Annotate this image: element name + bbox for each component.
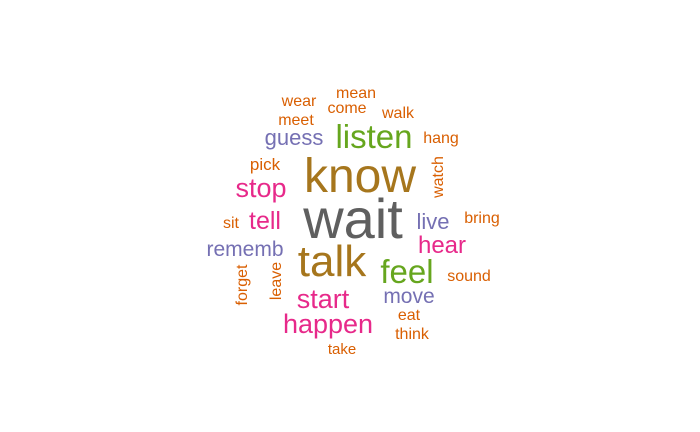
word-eat: eat	[398, 307, 421, 324]
word-think: think	[395, 326, 430, 343]
word-rememb: rememb	[206, 238, 283, 261]
word-wait: wait	[302, 187, 403, 250]
word-take: take	[328, 341, 356, 358]
word-feel: feel	[380, 253, 433, 290]
word-meet: meet	[278, 112, 314, 129]
word-tell: tell	[249, 207, 281, 235]
word-come: come	[327, 100, 366, 117]
word-wear: wear	[281, 93, 317, 110]
word-forget: forget	[234, 264, 251, 305]
word-sound: sound	[447, 268, 491, 285]
word-hang: hang	[423, 130, 459, 147]
word-hear: hear	[418, 232, 466, 259]
word-talk: talk	[298, 237, 367, 286]
word-move: move	[383, 285, 434, 308]
word-watch: watch	[430, 156, 447, 199]
word-happen: happen	[283, 309, 373, 339]
word-guess: guess	[265, 125, 324, 150]
word-listen: listen	[335, 118, 412, 155]
word-know: know	[304, 150, 416, 203]
word-bring: bring	[464, 210, 500, 227]
word-live: live	[416, 209, 449, 234]
word-pick: pick	[250, 155, 281, 174]
word-mean: mean	[336, 85, 376, 102]
word-sit: sit	[223, 215, 240, 232]
word-stop: stop	[235, 173, 286, 203]
word-leave: leave	[268, 262, 285, 300]
word-walk: walk	[381, 105, 415, 122]
word-start: start	[297, 284, 350, 314]
